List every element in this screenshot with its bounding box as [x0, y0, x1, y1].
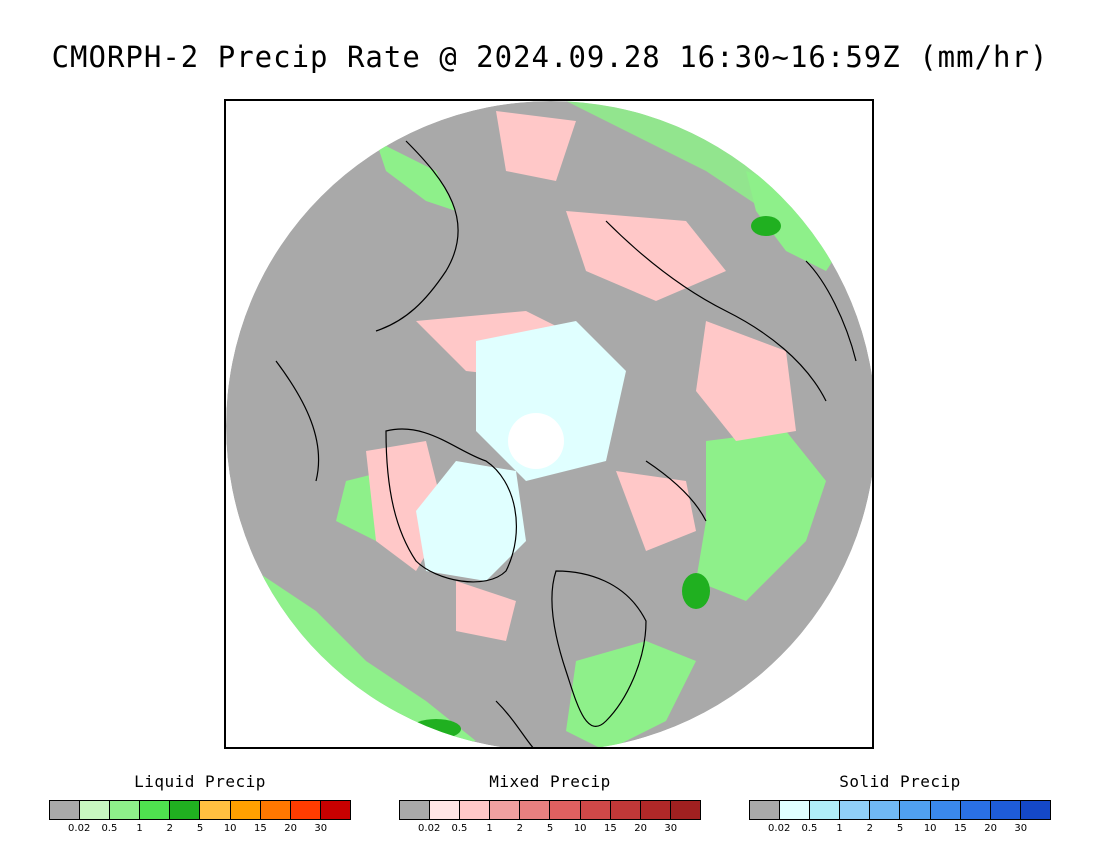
legend-tick-label: 10 [573, 823, 587, 834]
legend-tick-label: 30 [314, 823, 328, 834]
map-panel [224, 99, 874, 749]
legend-swatch [780, 801, 811, 819]
legend-swatch [490, 801, 521, 819]
legend-tick-label: 1 [836, 823, 843, 834]
legend-swatch [810, 801, 841, 819]
legend-tick-label: 20 [984, 823, 997, 834]
legend-swatch [550, 801, 581, 819]
legend-mixed-ticks: 0.02 0.5 1 2 5 10 15 20 30 [399, 823, 701, 837]
legend-tick-label: 1 [486, 823, 493, 834]
legend-swatch [430, 801, 461, 819]
legend-swatch [140, 801, 171, 819]
legend-swatch [110, 801, 141, 819]
legend-tick-label: 0.5 [451, 823, 468, 834]
legend-solid: Solid Precip 0.02 0.5 1 2 5 10 15 20 30 [749, 772, 1051, 837]
legend-tick-label: 1 [136, 823, 143, 834]
legend-swatch [230, 801, 261, 819]
legend-tick-label: 10 [923, 823, 937, 834]
legend-tick-label: 5 [896, 823, 904, 834]
legend-swatch [50, 801, 81, 819]
legend-swatch [610, 801, 641, 819]
legend-solid-title: Solid Precip [839, 772, 961, 791]
legend-tick-label: 30 [1014, 823, 1028, 834]
legend-tick-label: 5 [546, 823, 554, 834]
legend-swatch [290, 801, 321, 819]
legend-liquid-title: Liquid Precip [134, 772, 266, 791]
legend-swatch [750, 801, 781, 819]
legend-liquid: Liquid Precip 0.02 0.5 1 2 5 10 15 20 30 [49, 772, 351, 837]
legend-swatch [640, 801, 671, 819]
chart-title: CMORPH-2 Precip Rate @ 2024.09.28 16:30~… [51, 40, 1049, 74]
legend-swatch [80, 801, 111, 819]
legend-swatch [990, 801, 1021, 819]
legend-swatch [460, 801, 491, 819]
legend-swatch [580, 801, 611, 819]
legend-swatch [200, 801, 231, 819]
legend-tick-label: 15 [604, 823, 617, 834]
legend-swatch [870, 801, 901, 819]
legend-mixed: Mixed Precip 0.02 0.5 1 2 5 10 15 20 30 [399, 772, 701, 837]
legend-tick-label: 2 [166, 823, 173, 834]
legend-tick-label: 20 [634, 823, 647, 834]
legend-swatch [930, 801, 961, 819]
legend-swatch [1020, 801, 1050, 819]
legend-swatch [320, 801, 350, 819]
coastlines [275, 140, 857, 747]
liquid-precip-heavy [411, 216, 781, 739]
legend-tick-label: 10 [223, 823, 237, 834]
legend-tick-label: 0.02 [68, 823, 91, 834]
pole-no-data [508, 413, 564, 469]
legend-tick-label: 0.02 [418, 823, 441, 834]
legend-swatch [900, 801, 931, 819]
legend-tick-label: 0.5 [101, 823, 118, 834]
legend-swatch [170, 801, 201, 819]
legend-tick-label: 5 [196, 823, 204, 834]
legend-solid-swatches [749, 800, 1051, 820]
legend-tick-label: 15 [954, 823, 967, 834]
legend-tick-label: 30 [664, 823, 678, 834]
legend-solid-ticks: 0.02 0.5 1 2 5 10 15 20 30 [749, 823, 1051, 837]
legend-swatch [400, 801, 431, 819]
legend-tick-label: 15 [254, 823, 267, 834]
legend-liquid-swatches [49, 800, 351, 820]
legend-tick-label: 0.02 [768, 823, 791, 834]
legend-liquid-ticks: 0.02 0.5 1 2 5 10 15 20 30 [49, 823, 351, 837]
legend-swatch [520, 801, 551, 819]
polar-map [226, 101, 872, 747]
legend-swatch [960, 801, 991, 819]
legend-tick-label: 2 [516, 823, 523, 834]
legend-swatch [260, 801, 291, 819]
legend-swatch [840, 801, 871, 819]
legend-mixed-swatches [399, 800, 701, 820]
liquid-precip-areas [256, 101, 846, 747]
legend-tick-label: 0.5 [801, 823, 818, 834]
legend-mixed-title: Mixed Precip [489, 772, 611, 791]
legend-tick-label: 20 [284, 823, 297, 834]
legend-tick-label: 2 [866, 823, 873, 834]
legend-swatch [670, 801, 700, 819]
